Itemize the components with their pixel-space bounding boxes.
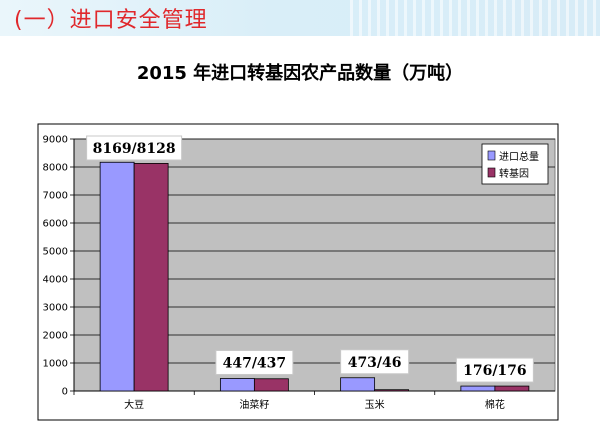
y-tick-label: 1000	[43, 359, 68, 370]
header-stripes-decoration	[350, 0, 600, 36]
chart-title: 2015 年进口转基因农产品数量（万吨）	[136, 63, 464, 84]
y-tick-label: 9000	[43, 135, 68, 146]
data-label: 447/437	[223, 355, 287, 371]
data-label: 176/176	[463, 363, 527, 379]
x-category-label: 大豆	[124, 398, 144, 411]
data-label-box	[86, 135, 183, 161]
bar-total	[340, 377, 376, 392]
bar-total	[219, 378, 255, 392]
legend-label: 转基因	[499, 167, 529, 180]
y-tick-label: 3000	[43, 303, 68, 314]
bar-total	[99, 161, 135, 392]
section-title: (一）进口安全管理	[14, 8, 208, 33]
data-label-box	[340, 349, 410, 375]
bar-gm	[494, 385, 530, 392]
bar-gm	[253, 378, 289, 392]
bar-gm	[133, 163, 169, 392]
x-category-label: 玉米	[365, 398, 385, 411]
y-tick-label: 8000	[43, 163, 68, 174]
legend-swatch	[487, 150, 496, 161]
y-tick-label: 5000	[43, 247, 68, 258]
data-label: 473/46	[348, 355, 402, 371]
data-label-box	[455, 357, 534, 383]
y-tick-label: 0	[62, 387, 68, 398]
y-tick-label: 4000	[43, 275, 68, 286]
legend-swatch	[487, 167, 496, 178]
data-label-box	[215, 349, 294, 375]
legend-label: 进口总量	[499, 150, 539, 163]
x-category-label: 油菜籽	[239, 398, 269, 411]
x-category-label: 棉花	[485, 398, 505, 411]
data-label: 8169/8128	[93, 141, 176, 157]
slide-header-band: (一）进口安全管理	[0, 0, 600, 36]
bar-total	[460, 385, 496, 392]
y-tick-label: 2000	[43, 331, 68, 342]
legend	[481, 143, 549, 185]
y-tick-label: 6000	[43, 219, 68, 230]
bar-gm	[374, 389, 410, 392]
y-tick-label: 7000	[43, 191, 68, 202]
